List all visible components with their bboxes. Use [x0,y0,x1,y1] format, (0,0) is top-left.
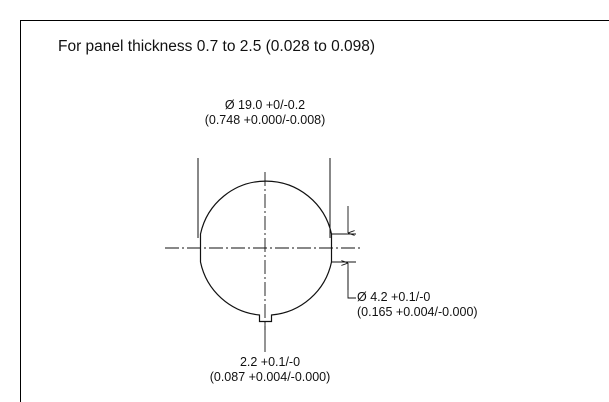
flat-width-metric: Ø 4.2 +0.1/-0 [357,290,431,304]
flat-leader-line [347,270,356,299]
drawing-frame [20,20,609,402]
key-slot-dimension: 2.2 +0.1/-0 (0.087 +0.004/-0.000) [155,355,385,385]
key-slot-metric: 2.2 +0.1/-0 [239,355,301,369]
flat-width-imperial: (0.165 +0.004/-0.000) [357,305,478,319]
cutout-diameter-dimension: Ø 19.0 +0/-0.2 (0.748 +0.000/-0.008) [150,98,380,128]
cutout-diameter-metric: Ø 19.0 +0/-0.2 [224,98,306,112]
panel-thickness-title: For panel thickness 0.7 to 2.5 (0.028 to… [58,38,376,55]
cutout-diameter-imperial: (0.748 +0.000/-0.008) [204,113,326,127]
flat-width-dimension: Ø 4.2 +0.1/-0 (0.165 +0.004/-0.000) [357,290,478,320]
key-slot-imperial: (0.087 +0.004/-0.000) [209,370,331,384]
cutout-outline [199,180,333,323]
